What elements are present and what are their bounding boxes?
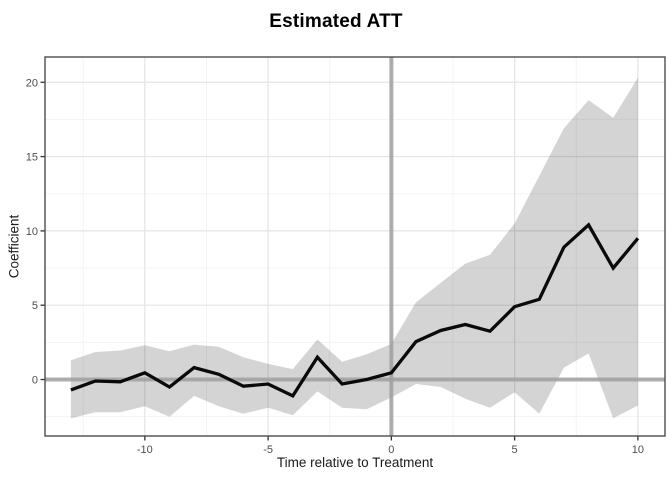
panel-border xyxy=(44,56,666,437)
page-title: Estimated ATT xyxy=(269,11,403,32)
y-tick-label: 15 xyxy=(26,152,38,164)
confidence-ribbon xyxy=(70,77,638,419)
x-tick-label: 0 xyxy=(388,444,394,456)
panel-background xyxy=(45,57,665,436)
att-line xyxy=(70,222,640,399)
x-tick-label: -10 xyxy=(137,444,153,456)
y-tick-label: 5 xyxy=(32,300,38,312)
plot-panel: -10 -5 0 5 10 0 5 10 15 20 xyxy=(26,56,666,456)
x-tick-label: 5 xyxy=(512,444,518,456)
y-tick-label: 0 xyxy=(32,375,38,387)
y-axis-title: Coefficient xyxy=(7,214,22,278)
x-tick-label: -5 xyxy=(263,444,273,456)
x-axis-title: Time relative to Treatment xyxy=(277,455,434,470)
x-tick-label: 10 xyxy=(632,444,644,456)
y-tick-label: 10 xyxy=(26,226,38,238)
y-tick-label: 20 xyxy=(26,77,38,89)
